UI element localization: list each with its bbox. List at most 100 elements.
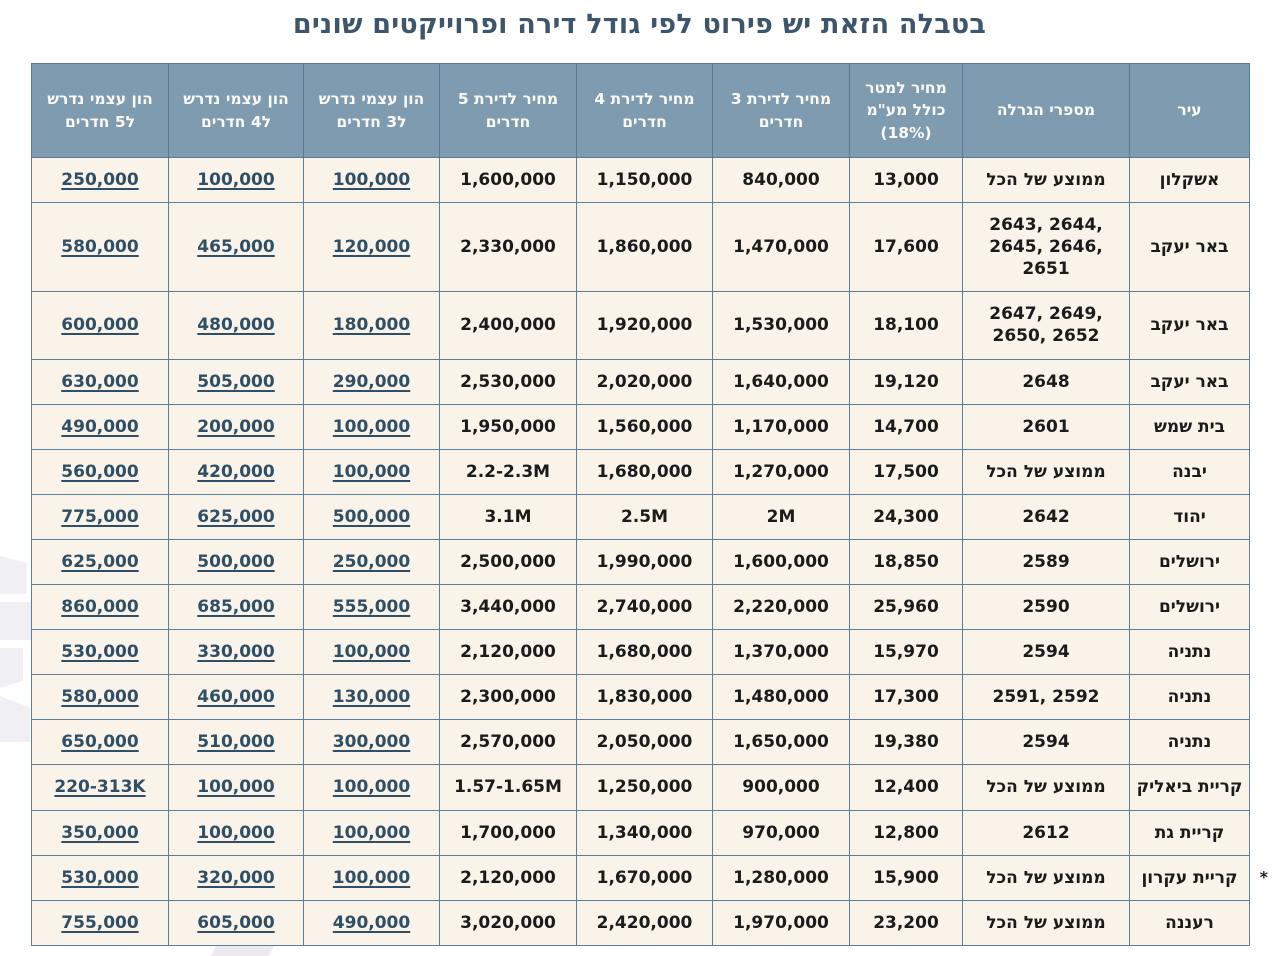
cell-price-4-rooms: 2,740,000 — [576, 584, 713, 631]
equity-4-rooms-link[interactable]: 420,000 — [197, 461, 275, 482]
price-4-rooms-value: 1,150,000 — [596, 170, 693, 190]
equity-3-rooms-link[interactable]: 490,000 — [332, 912, 411, 933]
equity-4-rooms-link[interactable]: 625,000 — [197, 506, 275, 527]
cell-city: ירושלים — [1129, 538, 1250, 586]
cell-equity-4-rooms: 100,000 — [168, 156, 304, 204]
price-5-rooms-value: 3.1M — [484, 506, 532, 527]
table-row: בית שמש 2601 14,700 1,170,000 1,560,000 … — [31, 403, 1250, 450]
equity-3-rooms-link[interactable]: 130,000 — [332, 687, 411, 708]
equity-5-rooms-link[interactable]: 580,000 — [61, 687, 139, 708]
cell-price-4-rooms: 1,860,000 — [576, 202, 713, 293]
price-5-rooms-value: 2,570,000 — [460, 732, 556, 753]
equity-3-rooms-link[interactable]: 100,000 — [332, 461, 411, 482]
background-stripe — [210, 944, 276, 956]
equity-3-rooms-link[interactable]: 100,000 — [332, 170, 411, 190]
equity-5-rooms-link[interactable]: 560,000 — [61, 461, 139, 482]
equity-5-rooms-link[interactable]: 250,000 — [61, 170, 139, 190]
cell-price-3-rooms: 1,170,000 — [712, 403, 850, 450]
equity-3-rooms-link[interactable]: 250,000 — [332, 551, 411, 572]
cell-equity-3-rooms: 490,000 — [303, 899, 440, 946]
price-5-rooms-value: 1.57-1.65M — [454, 777, 562, 798]
equity-3-rooms-link[interactable]: 500,000 — [332, 506, 411, 527]
price-5-rooms-value: 1,700,000 — [460, 822, 556, 843]
cell-price-3-rooms: 970,000 — [712, 809, 850, 856]
cell-equity-5-rooms: 625,000 — [31, 538, 169, 586]
equity-4-rooms-link[interactable]: 100,000 — [197, 822, 275, 843]
cell-price-3-rooms: 1,370,000 — [712, 629, 850, 676]
cell-price-3-rooms: 1,640,000 — [712, 358, 850, 405]
equity-4-rooms-link[interactable]: 500,000 — [197, 551, 275, 572]
price-4-rooms-value: 2,740,000 — [596, 597, 693, 618]
cell-price-per-meter: 24,300 — [849, 493, 963, 540]
equity-4-rooms-link[interactable]: 100,000 — [197, 170, 275, 190]
equity-5-rooms-link[interactable]: 630,000 — [61, 371, 139, 392]
equity-5-rooms-link[interactable]: 530,000 — [61, 867, 139, 888]
cell-equity-4-rooms: 505,000 — [168, 358, 304, 405]
cell-price-per-meter: 15,970 — [849, 629, 963, 676]
lottery-numbers-value: ממוצע של הכל — [986, 912, 1106, 933]
table-row: נתניה 2594 15,970 1,370,000 1,680,000 2,… — [31, 629, 1250, 676]
table-row: ירושלים 2590 25,960 2,220,000 2,740,000 … — [31, 584, 1250, 631]
lottery-numbers-value: 2594 — [1022, 732, 1070, 753]
equity-3-rooms-link[interactable]: 100,000 — [332, 822, 411, 843]
cell-price-3-rooms: 1,530,000 — [712, 291, 850, 360]
cell-equity-5-rooms: 220-313K — [31, 764, 169, 811]
equity-4-rooms-link[interactable]: 505,000 — [197, 371, 275, 392]
equity-3-rooms-link[interactable]: 300,000 — [332, 732, 411, 753]
equity-4-rooms-link[interactable]: 685,000 — [197, 597, 275, 618]
equity-5-rooms-link[interactable]: 600,000 — [61, 315, 139, 336]
equity-3-rooms-link[interactable]: 100,000 — [332, 867, 411, 888]
cell-price-4-rooms: 1,340,000 — [576, 809, 713, 856]
price-3-rooms-value: 970,000 — [742, 822, 820, 843]
equity-5-rooms-link[interactable]: 775,000 — [61, 506, 139, 527]
equity-3-rooms-link[interactable]: 100,000 — [332, 416, 411, 437]
equity-4-rooms-link[interactable]: 460,000 — [197, 687, 275, 708]
equity-4-rooms-link[interactable]: 480,000 — [197, 315, 275, 336]
price-5-rooms-value: 2,300,000 — [460, 687, 556, 708]
cell-city: באר יעקב — [1129, 291, 1250, 360]
equity-3-rooms-link[interactable]: 180,000 — [332, 315, 411, 336]
equity-3-rooms-link[interactable]: 120,000 — [332, 237, 411, 258]
price-per-meter-value: 15,900 — [873, 867, 939, 888]
equity-4-rooms-link[interactable]: 330,000 — [197, 642, 275, 663]
cell-price-5-rooms: 1.57-1.65M — [439, 764, 577, 811]
cell-price-5-rooms: 2,400,000 — [439, 291, 577, 360]
cell-price-per-meter: 17,500 — [849, 448, 963, 495]
city-label: קריית גת — [1154, 822, 1225, 843]
price-3-rooms-value: 1,270,000 — [733, 461, 829, 482]
cell-equity-4-rooms: 460,000 — [168, 674, 304, 721]
cell-price-per-meter: 14,700 — [849, 403, 963, 450]
equity-4-rooms-link[interactable]: 200,000 — [197, 416, 275, 437]
price-5-rooms-value: 1,600,000 — [460, 170, 556, 190]
cell-city: נתניה — [1129, 719, 1250, 766]
table-row: יהוד 2642 24,300 2M 2.5M 3.1M 500,000 62… — [31, 493, 1250, 540]
cell-lottery-numbers: 2648 — [962, 358, 1130, 405]
equity-5-rooms-link[interactable]: 530,000 — [61, 642, 139, 663]
equity-4-rooms-link[interactable]: 320,000 — [197, 867, 275, 888]
equity-4-rooms-link[interactable]: 465,000 — [197, 237, 275, 258]
cell-price-5-rooms: 2,500,000 — [439, 538, 577, 586]
equity-3-rooms-link[interactable]: 290,000 — [332, 371, 411, 392]
price-per-meter-value: 18,100 — [873, 315, 939, 336]
lottery-numbers-value: ממוצע של הכל — [986, 461, 1106, 482]
equity-5-rooms-link[interactable]: 755,000 — [61, 912, 139, 933]
equity-4-rooms-link[interactable]: 100,000 — [197, 777, 275, 798]
cell-lottery-numbers: 2647, 2649, 2650, 2652 — [962, 291, 1130, 360]
cell-equity-3-rooms: 500,000 — [303, 493, 440, 540]
cell-price-4-rooms: 1,670,000 — [576, 854, 713, 901]
cell-price-3-rooms: 1,470,000 — [712, 202, 850, 293]
equity-4-rooms-link[interactable]: 510,000 — [197, 732, 275, 753]
equity-5-rooms-link[interactable]: 350,000 — [61, 822, 139, 843]
equity-5-rooms-link[interactable]: 220-313K — [54, 777, 146, 798]
equity-5-rooms-link[interactable]: 580,000 — [61, 237, 139, 258]
equity-5-rooms-link[interactable]: 490,000 — [61, 416, 139, 437]
equity-3-rooms-link[interactable]: 555,000 — [332, 597, 411, 618]
equity-3-rooms-link[interactable]: 100,000 — [332, 642, 411, 663]
equity-4-rooms-link[interactable]: 605,000 — [197, 912, 275, 933]
equity-3-rooms-link[interactable]: 100,000 — [332, 777, 411, 798]
cell-city: אשקלון — [1129, 156, 1250, 204]
equity-5-rooms-link[interactable]: 625,000 — [61, 551, 139, 572]
equity-5-rooms-link[interactable]: 860,000 — [61, 597, 139, 618]
table-header: עיר מספרי הגרלה מחיר למטר כולל מע"מ (18%… — [31, 63, 1250, 158]
equity-5-rooms-link[interactable]: 650,000 — [61, 732, 139, 753]
